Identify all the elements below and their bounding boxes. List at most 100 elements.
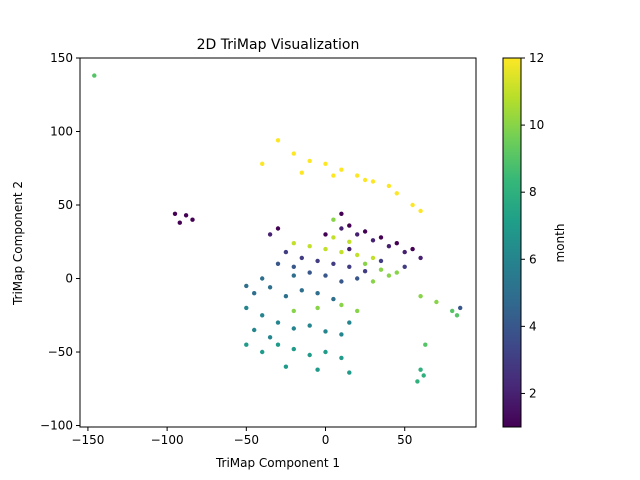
data-point — [434, 299, 439, 305]
y-axis-label: TriMap Component 2 — [11, 181, 25, 306]
data-point — [283, 364, 289, 369]
data-point — [283, 249, 289, 255]
data-point — [362, 261, 368, 266]
data-point — [260, 313, 265, 318]
data-point — [267, 335, 273, 340]
data-point — [252, 291, 257, 296]
data-point — [315, 291, 320, 296]
data-point — [378, 235, 384, 240]
data-point — [283, 294, 289, 299]
data-point — [339, 211, 344, 216]
colorbar-scale — [502, 57, 522, 428]
data-point — [370, 238, 376, 243]
data-point — [410, 202, 415, 208]
data-point — [347, 246, 352, 252]
data-point — [291, 151, 296, 156]
colorbar-tick-label: 10 — [529, 118, 544, 132]
x-tick-label: 0 — [322, 433, 330, 447]
colorbar: 2 4 6 8 10 12 — [502, 51, 544, 428]
x-tick-label: −100 — [151, 433, 184, 447]
data-point — [331, 173, 336, 178]
y-tick-label: 100 — [50, 125, 73, 139]
data-point — [347, 239, 352, 244]
data-point — [267, 285, 273, 290]
data-point — [244, 305, 249, 311]
data-point — [347, 264, 352, 269]
data-point — [355, 252, 360, 258]
y-tick-label: 50 — [58, 198, 73, 212]
colorbar-tick-label: 8 — [529, 185, 537, 199]
colorbar-tick-label: 4 — [529, 319, 537, 333]
data-point — [291, 273, 296, 278]
data-point — [458, 305, 463, 311]
data-point — [402, 249, 407, 255]
y-tick-label: 0 — [65, 272, 73, 286]
data-point — [450, 308, 455, 314]
y-axis: −100 −50 0 50 100 150 — [40, 51, 80, 433]
data-point — [92, 73, 97, 78]
data-point — [386, 244, 392, 249]
data-point — [339, 249, 344, 255]
data-point — [394, 270, 399, 275]
data-point — [410, 246, 415, 252]
data-point — [291, 264, 296, 269]
data-point — [323, 273, 328, 278]
data-point — [299, 170, 304, 175]
data-point — [323, 161, 328, 166]
data-point — [362, 177, 368, 183]
data-point — [421, 373, 426, 378]
data-point — [339, 355, 344, 361]
data-point — [339, 279, 344, 284]
data-point — [315, 367, 320, 372]
data-point — [347, 320, 352, 325]
data-point — [323, 329, 328, 334]
data-point — [323, 232, 328, 237]
data-point — [291, 308, 296, 314]
x-axis: −150 −100 −50 0 50 — [71, 427, 412, 447]
data-point — [418, 208, 423, 214]
data-point — [402, 264, 407, 269]
data-point — [339, 167, 344, 172]
data-point — [331, 296, 336, 302]
data-point — [355, 232, 360, 237]
data-point — [260, 276, 265, 281]
data-point — [418, 294, 423, 299]
data-point — [355, 308, 360, 314]
data-point — [370, 255, 376, 261]
data-point — [244, 342, 249, 347]
data-point — [275, 226, 281, 231]
data-point — [339, 302, 344, 308]
data-point — [267, 232, 273, 237]
x-axis-label: TriMap Component 1 — [215, 456, 340, 470]
data-point — [307, 352, 312, 358]
y-tick-label: −100 — [40, 419, 73, 433]
x-tick-label: −50 — [234, 433, 259, 447]
x-tick-label: 50 — [397, 433, 412, 447]
data-point — [386, 273, 392, 278]
data-point — [307, 244, 312, 249]
data-point — [183, 213, 189, 218]
data-point — [386, 183, 392, 189]
y-tick-label: 150 — [50, 51, 73, 65]
data-point — [307, 323, 312, 328]
data-point — [275, 342, 281, 347]
data-point — [275, 320, 281, 325]
data-point — [291, 241, 296, 246]
colorbar-label: month — [553, 224, 567, 263]
colorbar-tick-label: 6 — [529, 252, 537, 266]
data-point — [378, 258, 384, 264]
data-point — [190, 217, 195, 222]
data-point — [394, 241, 399, 246]
data-point — [252, 327, 257, 333]
data-point — [362, 269, 368, 274]
y-tick-label: −50 — [48, 345, 73, 359]
chart-title: 2D TriMap Visualization — [197, 37, 360, 53]
data-point — [299, 288, 304, 293]
data-point — [172, 211, 178, 216]
data-point — [307, 158, 312, 164]
data-point — [355, 173, 360, 178]
data-point — [355, 276, 360, 281]
plot-area-frame — [79, 57, 477, 428]
data-point — [394, 191, 399, 196]
